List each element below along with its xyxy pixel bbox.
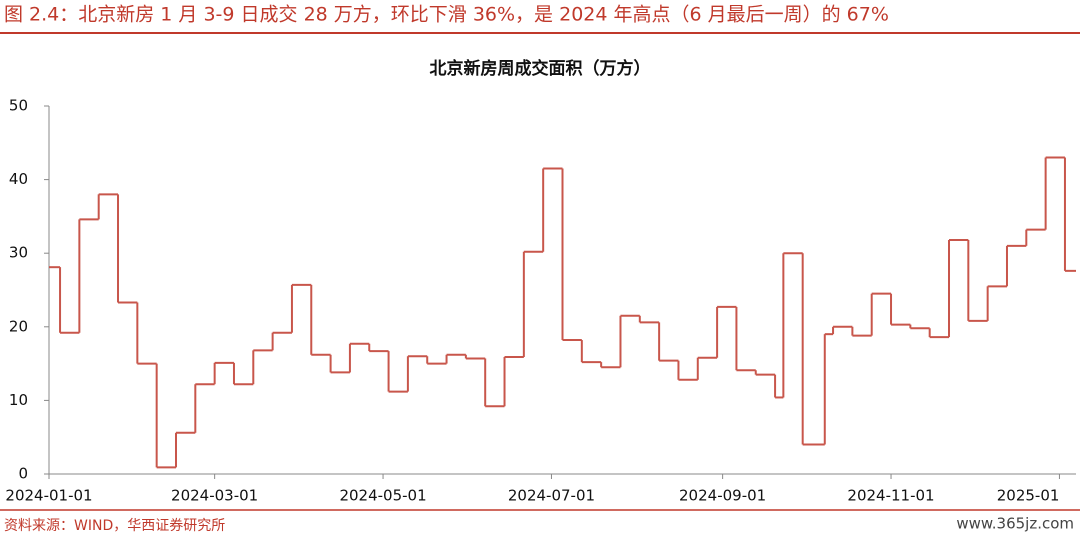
y-tick-label: 40 — [9, 170, 28, 188]
x-tick-label: 2025-01 — [997, 487, 1060, 505]
x-tick-label: 2024-03-01 — [171, 487, 258, 505]
source: 资料来源：WIND，华西证券研究所 — [4, 518, 225, 534]
x-tick-label: 2024-09-01 — [679, 487, 766, 505]
y-tick-label: 20 — [9, 317, 28, 335]
chart-title: 北京新房周成交面积（万方） — [430, 58, 651, 79]
y-tick-label: 0 — [18, 465, 28, 483]
x-tick-label: 2024-07-01 — [508, 487, 595, 505]
x-tick-label: 2024-05-01 — [339, 487, 426, 505]
watermark: www.365jz.com — [956, 515, 1074, 533]
figure-title: 图 2.4：北京新房 1 月 3-9 日成交 28 万方，环比下滑 36%，是 … — [4, 4, 889, 26]
x-tick-label: 2024-01-01 — [5, 487, 92, 505]
y-tick-label: 30 — [9, 244, 28, 262]
y-tick-label: 10 — [9, 391, 28, 409]
x-tick-label: 2024-11-01 — [847, 487, 934, 505]
y-tick-label: 50 — [9, 97, 28, 115]
